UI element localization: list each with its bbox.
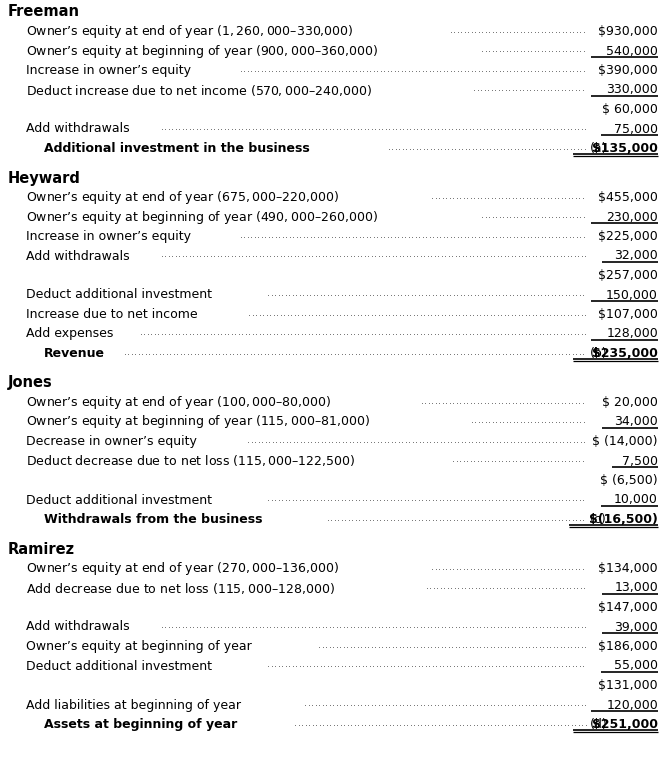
Text: (d): (d) bbox=[590, 718, 608, 731]
Text: $ (14,000): $ (14,000) bbox=[592, 435, 658, 448]
Text: Ramirez: Ramirez bbox=[8, 541, 75, 557]
Text: 13,000: 13,000 bbox=[614, 581, 658, 594]
Text: 7,500: 7,500 bbox=[622, 454, 658, 468]
Text: Increase in owner’s equity: Increase in owner’s equity bbox=[26, 64, 191, 77]
Text: $ 20,000: $ 20,000 bbox=[602, 396, 658, 409]
Text: $135,000: $135,000 bbox=[592, 142, 658, 155]
Text: 230,000: 230,000 bbox=[606, 211, 658, 224]
Text: 55,000: 55,000 bbox=[614, 660, 658, 673]
Text: Add liabilities at beginning of year: Add liabilities at beginning of year bbox=[26, 698, 241, 711]
Text: Freeman: Freeman bbox=[8, 5, 80, 19]
Text: 39,000: 39,000 bbox=[614, 621, 658, 634]
Text: $131,000: $131,000 bbox=[598, 679, 658, 692]
Text: Owner’s equity at end of year ($1,260,000 – $330,000): Owner’s equity at end of year ($1,260,00… bbox=[26, 23, 354, 40]
Text: $257,000: $257,000 bbox=[598, 269, 658, 282]
Text: 128,000: 128,000 bbox=[606, 328, 658, 341]
Text: $ 60,000: $ 60,000 bbox=[602, 103, 658, 116]
Text: Owner’s equity at end of year ($100,000 – $80,000): Owner’s equity at end of year ($100,000 … bbox=[26, 394, 331, 411]
Text: 32,000: 32,000 bbox=[614, 249, 658, 262]
Text: Assets at beginning of year: Assets at beginning of year bbox=[44, 718, 237, 731]
Text: $(16,500): $(16,500) bbox=[589, 513, 658, 526]
Text: Deduct additional investment: Deduct additional investment bbox=[26, 494, 212, 507]
Text: 10,000: 10,000 bbox=[614, 494, 658, 507]
Text: 34,000: 34,000 bbox=[614, 415, 658, 428]
Text: $147,000: $147,000 bbox=[598, 601, 658, 614]
Text: $107,000: $107,000 bbox=[598, 308, 658, 321]
Text: Add withdrawals: Add withdrawals bbox=[26, 621, 129, 634]
Text: Owner’s equity at end of year ($270,000 – $136,000): Owner’s equity at end of year ($270,000 … bbox=[26, 560, 340, 577]
Text: Add decrease due to net loss ($115,000 – $128,000): Add decrease due to net loss ($115,000 –… bbox=[26, 581, 335, 595]
Text: 150,000: 150,000 bbox=[606, 288, 658, 301]
Text: Decrease in owner’s equity: Decrease in owner’s equity bbox=[26, 435, 197, 448]
Text: Add withdrawals: Add withdrawals bbox=[26, 249, 129, 262]
Text: Deduct additional investment: Deduct additional investment bbox=[26, 660, 212, 673]
Text: $186,000: $186,000 bbox=[598, 640, 658, 653]
Text: Owner’s equity at beginning of year ($490,000 – $260,000): Owner’s equity at beginning of year ($49… bbox=[26, 208, 378, 225]
Text: 75,000: 75,000 bbox=[614, 122, 658, 135]
Text: Withdrawals from the business: Withdrawals from the business bbox=[44, 513, 263, 526]
Text: Jones: Jones bbox=[8, 375, 53, 391]
Text: $134,000: $134,000 bbox=[598, 562, 658, 575]
Text: Increase in owner’s equity: Increase in owner’s equity bbox=[26, 230, 191, 243]
Text: Owner’s equity at beginning of year ($115,000 – $81,000): Owner’s equity at beginning of year ($11… bbox=[26, 414, 370, 431]
Text: $235,000: $235,000 bbox=[592, 347, 658, 360]
Text: $251,000: $251,000 bbox=[592, 718, 658, 731]
Text: (a): (a) bbox=[590, 142, 608, 155]
Text: $930,000: $930,000 bbox=[598, 25, 658, 38]
Text: $ (6,500): $ (6,500) bbox=[600, 474, 658, 487]
Text: $390,000: $390,000 bbox=[598, 64, 658, 77]
Text: (c): (c) bbox=[590, 513, 607, 526]
Text: Owner’s equity at beginning of year ($900,000 – $360,000): Owner’s equity at beginning of year ($90… bbox=[26, 42, 378, 59]
Text: Add withdrawals: Add withdrawals bbox=[26, 122, 129, 135]
Text: $225,000: $225,000 bbox=[598, 230, 658, 243]
Text: Add expenses: Add expenses bbox=[26, 328, 113, 341]
Text: 120,000: 120,000 bbox=[606, 698, 658, 711]
Text: Deduct additional investment: Deduct additional investment bbox=[26, 288, 212, 301]
Text: 330,000: 330,000 bbox=[606, 84, 658, 96]
Text: Revenue: Revenue bbox=[44, 347, 105, 360]
Text: Additional investment in the business: Additional investment in the business bbox=[44, 142, 309, 155]
Text: Increase due to net income: Increase due to net income bbox=[26, 308, 197, 321]
Text: 540,000: 540,000 bbox=[606, 45, 658, 58]
Text: Deduct decrease due to net loss ($115,000 – $122,500): Deduct decrease due to net loss ($115,00… bbox=[26, 454, 356, 468]
Text: Deduct increase due to net income ($570,000 – $240,000): Deduct increase due to net income ($570,… bbox=[26, 82, 372, 98]
Text: Owner’s equity at end of year ($675,000 – $220,000): Owner’s equity at end of year ($675,000 … bbox=[26, 189, 340, 206]
Text: Heyward: Heyward bbox=[8, 171, 81, 185]
Text: (b): (b) bbox=[590, 347, 608, 360]
Text: $455,000: $455,000 bbox=[598, 191, 658, 204]
Text: Owner’s equity at beginning of year: Owner’s equity at beginning of year bbox=[26, 640, 251, 653]
